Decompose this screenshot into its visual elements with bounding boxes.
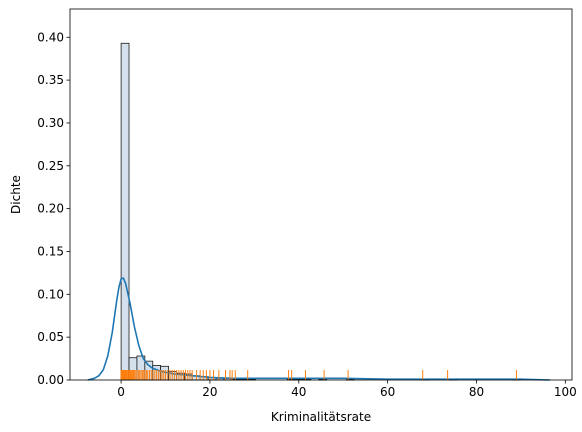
y-tick-label: 0.10 (37, 287, 64, 301)
rug-marks (120, 370, 517, 380)
y-tick-label: 0.25 (37, 159, 64, 173)
x-tick-label: 80 (469, 385, 484, 399)
x-axis-label: Kriminalitätsrate (271, 410, 371, 424)
x-tick-label: 20 (202, 385, 217, 399)
y-tick-label: 0.15 (37, 244, 64, 258)
y-axis-label: Dichte (9, 175, 23, 214)
y-axis-ticks: 0.00 0.05 0.10 0.15 0.20 0.25 0.30 0.35 0.40 (37, 30, 70, 387)
density-curve-layer (87, 277, 550, 381)
x-axis-ticks: 0 20 40 60 80 100 (117, 380, 577, 399)
x-tick-label: 40 (291, 385, 306, 399)
histogram-bars (120, 42, 521, 381)
x-tick-label: 100 (554, 385, 577, 399)
histogram-bar (120, 42, 130, 381)
plot-frame (69, 8, 573, 381)
y-tick-label: 0.20 (37, 202, 64, 216)
y-tick-label: 0.40 (37, 30, 64, 44)
y-tick-label: 0.00 (37, 373, 64, 387)
density-curve (87, 277, 550, 381)
x-tick-label: 0 (117, 385, 125, 399)
y-tick-label: 0.35 (37, 73, 64, 87)
y-tick-label: 0.05 (37, 330, 64, 344)
y-tick-label: 0.30 (37, 116, 64, 130)
x-tick-label: 60 (380, 385, 395, 399)
